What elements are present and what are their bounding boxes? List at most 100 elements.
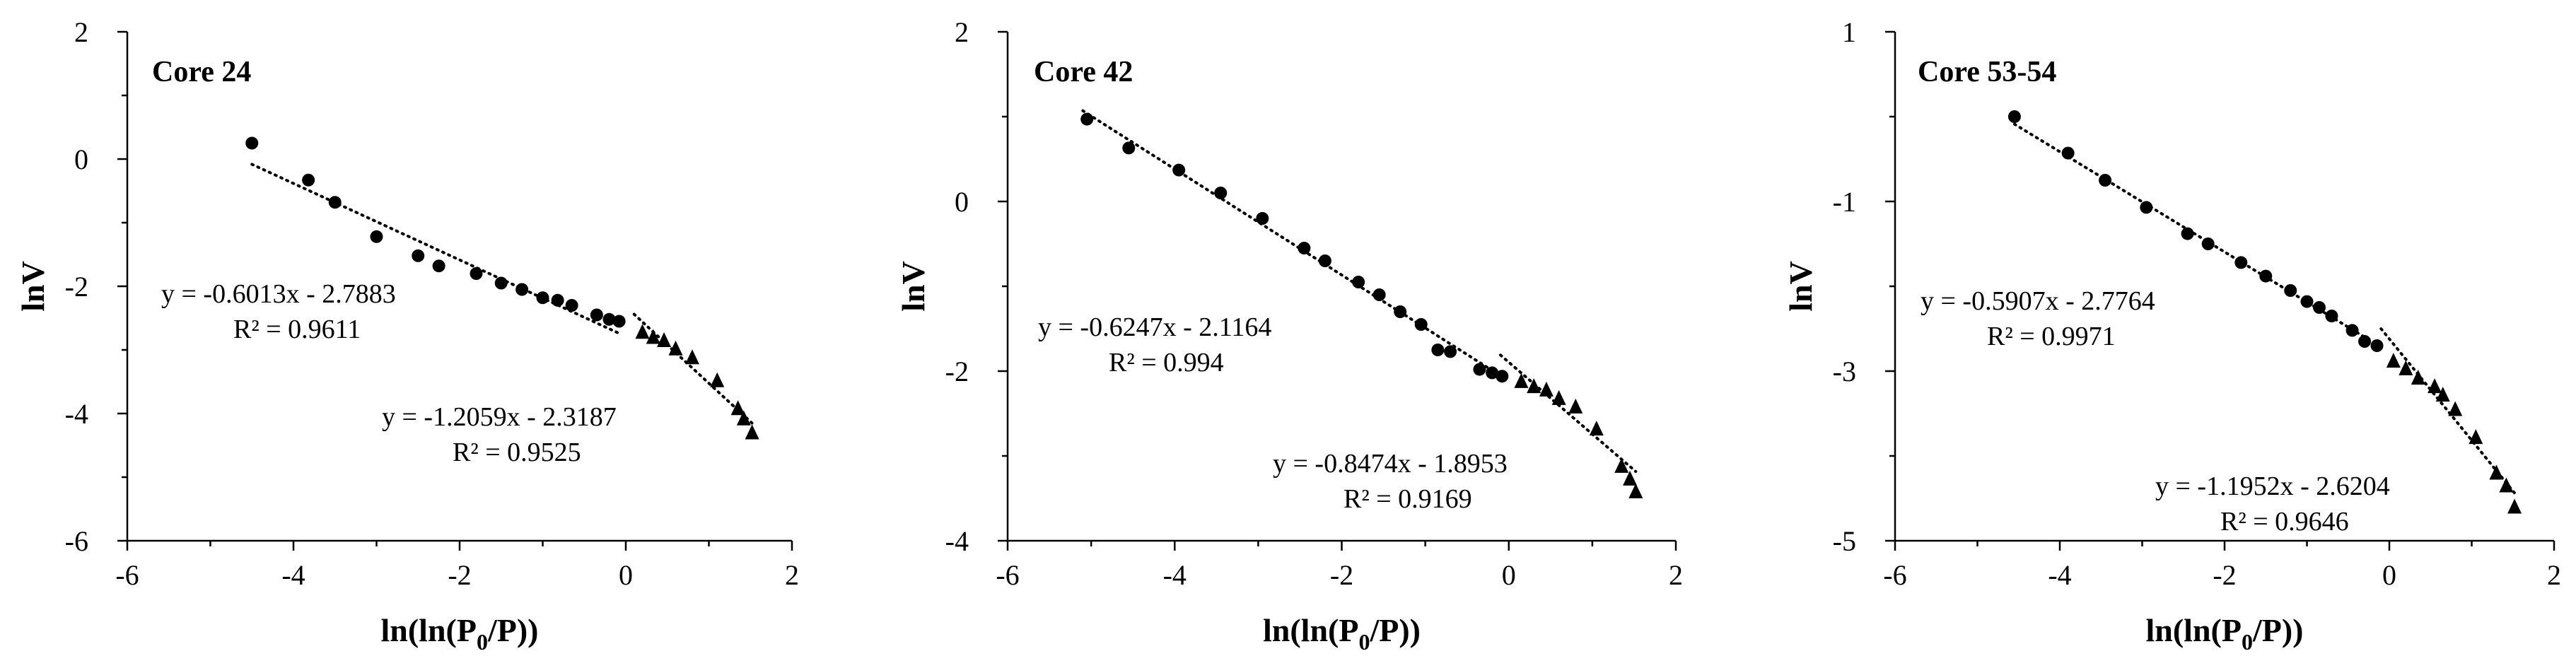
data-point-circle	[328, 196, 342, 209]
trendline-r2: R² = 0.9971	[1987, 322, 2116, 351]
data-point-circle	[565, 299, 578, 312]
data-point-circle	[432, 259, 445, 273]
x-tick-label: 2	[1669, 559, 1683, 591]
data-point-triangle	[2489, 464, 2504, 480]
data-point-triangle	[2399, 360, 2413, 375]
data-point-circle	[412, 249, 425, 262]
data-point-triangle	[1551, 389, 1566, 405]
data-point-circle	[245, 136, 259, 150]
x-tick-label: 0	[619, 559, 633, 591]
y-tick-label: -4	[65, 398, 88, 430]
data-point-triangle	[1628, 483, 1643, 498]
data-point-circle	[2259, 269, 2273, 283]
x-tick-label: -2	[1330, 559, 1353, 591]
trendline-r2: R² = 0.9646	[2220, 507, 2349, 537]
x-axis-label-main: ln(ln(P	[381, 612, 477, 648]
data-point-circle	[1431, 344, 1445, 356]
trendline-equation: y = -0.6247x - 2.1164	[1038, 312, 1271, 342]
data-point-circle	[1080, 112, 1094, 126]
data-point-triangle	[2507, 498, 2522, 514]
y-tick-label: -1	[1833, 186, 1856, 218]
trendline-2	[2379, 327, 2517, 495]
data-point-triangle	[1527, 378, 1541, 394]
x-axis-label-subscript: 0	[2242, 629, 2253, 655]
data-point-circle	[590, 308, 603, 322]
data-point-circle	[1414, 318, 1428, 331]
x-tick-label: -2	[2213, 559, 2236, 591]
data-point-triangle	[2411, 370, 2425, 385]
data-point-triangle	[2499, 477, 2514, 493]
data-point-circle	[1394, 305, 1407, 318]
x-tick-label: 0	[1502, 559, 1516, 591]
data-point-circle	[1473, 363, 1486, 376]
y-tick-label: -3	[1833, 356, 1856, 387]
data-point-triangle	[2428, 378, 2442, 394]
y-tick-label: 1	[1842, 16, 1856, 48]
trendline-equation: y = -1.2059x - 2.3187	[382, 402, 617, 432]
data-point-circle	[1352, 276, 1365, 288]
data-point-circle	[602, 312, 616, 326]
y-axis-label: lnV	[895, 261, 931, 312]
data-point-circle	[2201, 238, 2215, 250]
x-tick-label: -6	[1883, 559, 1906, 591]
data-point-triangle	[657, 332, 672, 347]
trendline-2	[632, 312, 754, 425]
trendline-1	[250, 163, 624, 336]
data-point-circle	[2234, 256, 2248, 269]
x-axis-label-tail: /P))	[1369, 612, 1421, 648]
trendline-1	[1081, 109, 1506, 380]
data-point-triangle	[646, 329, 660, 344]
y-tick-label: -5	[1833, 525, 1856, 557]
data-point-triangle	[2435, 387, 2450, 402]
trendline-equation: y = -0.6013x - 2.7883	[161, 279, 396, 309]
y-tick-label: -2	[65, 271, 88, 303]
trendline-equation: y = -0.5907x - 2.7764	[1921, 286, 2155, 316]
x-tick-label: -2	[448, 559, 471, 591]
y-tick-label: 2	[74, 16, 88, 48]
data-point-triangle	[1514, 373, 1529, 388]
data-point-triangle	[668, 340, 683, 356]
data-point-circle	[1298, 242, 1311, 254]
data-point-circle	[515, 283, 529, 296]
data-point-triangle	[710, 372, 725, 387]
data-point-triangle	[1623, 470, 1638, 486]
y-tick-label: 0	[74, 143, 88, 175]
data-point-circle	[1122, 141, 1136, 155]
data-point-circle	[470, 267, 483, 280]
data-point-circle	[1172, 163, 1186, 177]
data-point-circle	[2140, 201, 2153, 214]
y-axis-label: lnV	[15, 261, 51, 312]
data-point-circle	[2358, 335, 2372, 348]
data-point-triangle	[2386, 353, 2401, 368]
data-point-circle	[2312, 301, 2326, 314]
data-point-triangle	[1589, 421, 1604, 436]
x-axis-label-subscript: 0	[1358, 629, 1370, 655]
x-tick-label: -4	[1163, 559, 1187, 591]
data-point-circle	[2345, 324, 2359, 337]
x-axis-label: ln(ln(P0/P))	[2146, 612, 2304, 655]
data-point-triangle	[2469, 429, 2483, 445]
trendline-equation: y = -0.8474x - 1.8953	[1273, 449, 1508, 479]
data-point-circle	[612, 315, 626, 328]
trendline-r2: R² = 0.994	[1109, 348, 1224, 377]
panel-title: Core 24	[152, 56, 251, 88]
x-tick-label: -6	[115, 559, 139, 591]
panel-title: Core 53-54	[1918, 56, 2056, 88]
x-axis-label-main: ln(ln(P	[1263, 612, 1358, 648]
data-point-circle	[2284, 284, 2297, 297]
x-tick-label: -4	[2048, 559, 2071, 591]
x-axis-label-main: ln(ln(P	[2146, 612, 2242, 648]
x-tick-label: -6	[996, 559, 1019, 591]
data-point-circle	[494, 276, 508, 290]
trendline-equation: y = -1.1952x - 2.6204	[2155, 471, 2390, 501]
y-tick-label: -6	[65, 525, 88, 557]
data-point-circle	[2007, 110, 2021, 123]
data-point-circle	[2370, 339, 2384, 352]
x-tick-label: 2	[2547, 559, 2561, 591]
trendline-2	[1498, 353, 1638, 474]
data-point-circle	[1496, 370, 1509, 383]
